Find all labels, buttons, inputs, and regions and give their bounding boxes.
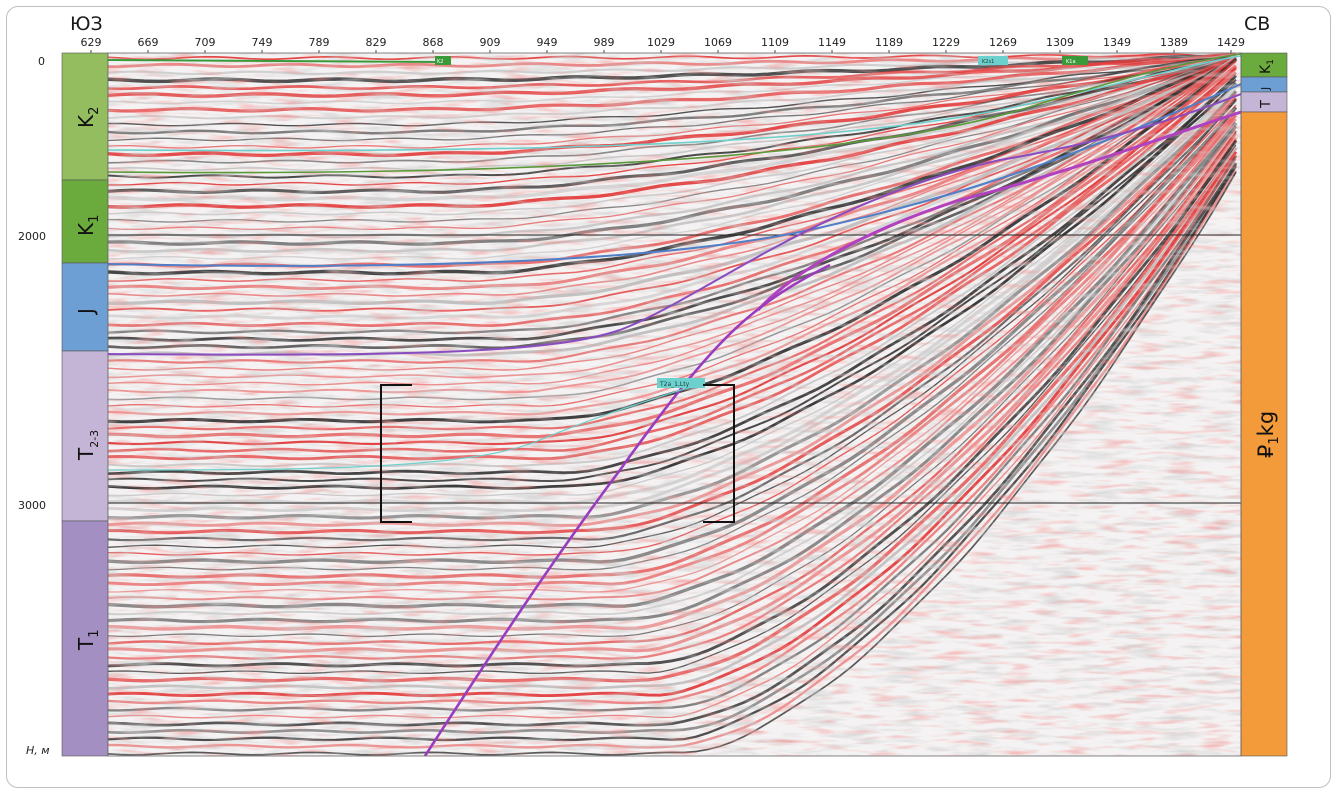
horizon-k1a-green bbox=[108, 53, 1241, 174]
strat-right-t-label: T bbox=[1259, 100, 1274, 109]
trace-number-axis: 629 669 709 749 789 829 868 909 949 989 1029 1069 11… bbox=[81, 36, 1245, 54]
trace-label-709: 709 bbox=[195, 36, 216, 49]
horizon-k2s1-cyan bbox=[108, 55, 1241, 152]
strat-right-j-label: J bbox=[1259, 87, 1272, 91]
trace-label-1349: 1349 bbox=[1103, 36, 1131, 49]
strat-right-k1-label: K1 bbox=[1258, 59, 1276, 74]
depth-label-3000: 3000 bbox=[18, 499, 46, 512]
strat-right-p1kg-label: ₽1kg bbox=[1254, 411, 1282, 458]
direction-right-label: СВ bbox=[1244, 13, 1270, 35]
strat-left-j bbox=[61, 262, 109, 352]
horizon-tags: K2 K2s1 K1a T2a_1,Lty bbox=[435, 56, 1088, 388]
strat-left-j-label: J bbox=[74, 308, 98, 316]
trace-label-989: 989 bbox=[594, 36, 615, 49]
strat-column-right: K1 J T ₽1kg bbox=[1240, 52, 1288, 757]
trace-label-749: 749 bbox=[252, 36, 273, 49]
depth-unit-label: Н, м bbox=[26, 744, 50, 757]
strat-left-t23 bbox=[61, 350, 109, 522]
strat-right-p1kg bbox=[1240, 111, 1288, 757]
trace-label-909: 909 bbox=[480, 36, 501, 49]
trace-label-1029: 1029 bbox=[647, 36, 675, 49]
trace-label-1229: 1229 bbox=[932, 36, 960, 49]
direction-left-label: ЮЗ bbox=[70, 13, 103, 35]
strat-left-t1 bbox=[61, 520, 109, 757]
trace-label-669: 669 bbox=[138, 36, 159, 49]
trace-label-1309: 1309 bbox=[1046, 36, 1074, 49]
trace-label-1069: 1069 bbox=[704, 36, 732, 49]
trace-label-1429: 1429 bbox=[1217, 36, 1245, 49]
fault-line bbox=[423, 263, 831, 756]
strat-left-k1 bbox=[61, 179, 109, 264]
trace-label-1389: 1389 bbox=[1160, 36, 1188, 49]
depth-label-0: 0 bbox=[38, 55, 45, 68]
strat-left-k1-label: K1 bbox=[74, 215, 102, 236]
trace-label-829: 829 bbox=[366, 36, 387, 49]
horizon-k2-green bbox=[108, 59, 441, 63]
strat-left-t1-label: T1 bbox=[74, 630, 102, 652]
horizon-tag-t2a: T2a_1,Lty bbox=[659, 381, 690, 388]
seismic-panel bbox=[108, 53, 1241, 756]
horizon-tag-k2: K2 bbox=[437, 59, 443, 65]
trace-label-1149: 1149 bbox=[818, 36, 846, 49]
horizon-j-blue bbox=[108, 83, 1241, 267]
trace-label-1269: 1269 bbox=[989, 36, 1017, 49]
trace-label-868: 868 bbox=[423, 36, 444, 49]
strat-left-t23-label: T2-3 bbox=[74, 430, 101, 461]
horizon-tag-k1a: K1a bbox=[1066, 59, 1076, 65]
trace-label-789: 789 bbox=[309, 36, 330, 49]
horizon-tag-k2s1: K2s1 bbox=[982, 59, 994, 65]
trace-label-1189: 1189 bbox=[875, 36, 903, 49]
depth-label-2000: 2000 bbox=[18, 230, 46, 243]
strat-left-k2 bbox=[61, 52, 109, 181]
horizon-t2a-cyan bbox=[108, 383, 701, 471]
basement-top-purple bbox=[756, 110, 1241, 312]
trace-label-1109: 1109 bbox=[761, 36, 789, 49]
figure-frame bbox=[6, 6, 1331, 788]
trace-label-949: 949 bbox=[537, 36, 558, 49]
trace-label-629: 629 bbox=[81, 36, 102, 49]
seismic-panel-border bbox=[107, 52, 1242, 757]
strat-left-k2-label: K2 bbox=[74, 107, 102, 128]
highlight-bracket bbox=[380, 384, 735, 523]
strat-column-left: K2 K1 J T2-3 T1 bbox=[61, 52, 109, 757]
depth-axis: 0 2000 3000 Н, м bbox=[18, 55, 50, 757]
horizon-t-purple bbox=[108, 93, 1241, 356]
